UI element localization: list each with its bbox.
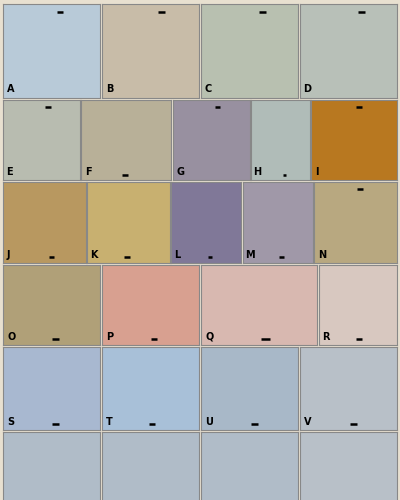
Text: H: H — [254, 167, 262, 177]
Text: A: A — [7, 84, 14, 94]
Text: U: U — [205, 417, 212, 427]
Text: M: M — [246, 250, 255, 260]
Text: G: G — [176, 167, 184, 177]
Text: K: K — [90, 250, 98, 260]
Text: J: J — [6, 250, 10, 260]
Text: E: E — [6, 167, 13, 177]
Text: I: I — [315, 167, 318, 177]
Text: L: L — [174, 250, 180, 260]
Text: F: F — [85, 167, 92, 177]
Text: V: V — [304, 417, 311, 427]
Text: P: P — [106, 332, 113, 342]
Text: R: R — [322, 332, 330, 342]
Text: D: D — [304, 84, 312, 94]
Text: C: C — [205, 84, 212, 94]
Text: N: N — [318, 250, 326, 260]
Text: O: O — [7, 332, 15, 342]
Text: S: S — [7, 417, 14, 427]
Text: T: T — [106, 417, 113, 427]
Text: Q: Q — [206, 332, 214, 342]
Text: B: B — [106, 84, 113, 94]
